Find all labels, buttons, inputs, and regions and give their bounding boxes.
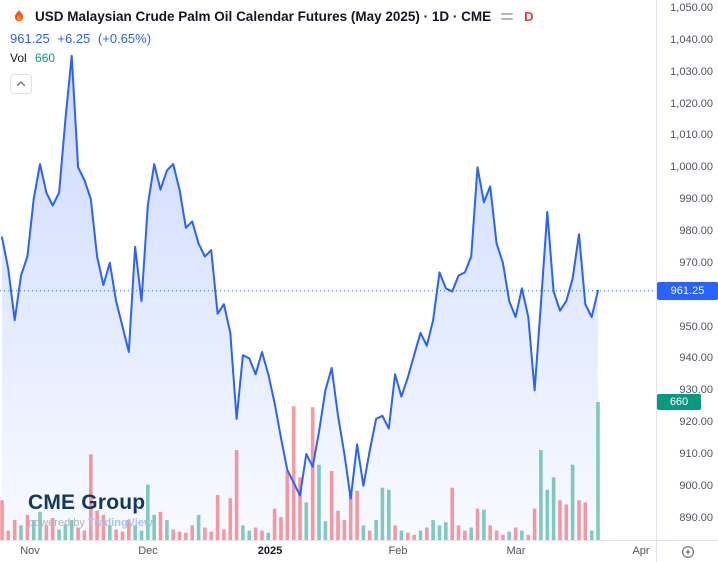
chevron-up-icon [16,81,26,87]
last-price-badge: 961.25 [657,281,718,300]
volume-indicator-value: 660 [35,51,56,65]
price-axis-label: 910.00 [679,447,713,460]
time-axis-label: Feb [388,545,408,557]
price-axis-label: 930.00 [679,384,713,397]
legend: USD Malaysian Crude Palm Oil Calendar Fu… [10,7,534,94]
price-axis-label: 1,050.00 [670,1,713,14]
price-axis-label: 1,000.00 [670,161,713,174]
time-axis-label: Nov [20,545,40,557]
price-axis-label: 900.00 [679,479,713,492]
price-line [1,54,599,500]
symbol-title[interactable]: USD Malaysian Crude Palm Oil Calendar Fu… [35,8,492,24]
watermark: CME Group powered by TradingView [28,491,153,529]
area-fill [2,55,598,540]
price-change-row: 961.25 +6.25 (+0.65%) [10,31,534,46]
volume-bars [0,402,600,540]
price-axis-label: 970.00 [679,256,713,269]
time-axis-label: Apr [632,545,650,557]
price-axis-label: 1,020.00 [670,97,713,110]
price-axis-label: 990.00 [679,193,713,206]
price-axis[interactable]: 1,050.00 1,040.00 1,030.00 1,020.00 1,010.00… [656,0,718,540]
price-axis-label: 1,040.00 [670,33,713,46]
price-axis-label: 1,030.00 [670,65,713,78]
cme-group-logo: CME Group [28,491,146,514]
last-volume-badge: 660 [657,394,701,410]
price-axis-label: 920.00 [679,416,713,429]
attribution: powered by TradingView [28,517,153,529]
price-axis-label: 950.00 [679,320,713,333]
price-change-percent: (+0.65%) [97,31,152,46]
axis-corner [656,540,718,562]
tradingview-brand[interactable]: TradingView [87,517,153,530]
volume-indicator-label[interactable]: Vol [10,51,27,65]
powered-by-text: powered by [28,517,88,530]
price-change-value: +6.25 [57,31,91,46]
time-axis-label: Dec [138,545,158,557]
price-axis-label: 940.00 [679,352,713,365]
menu-icon[interactable] [501,12,514,20]
collapse-legend-button[interactable] [10,74,32,94]
price-axis-label: 890.00 [679,511,713,524]
interval-label: D [524,8,534,24]
flame-icon [10,7,28,25]
eye-icon[interactable] [680,544,696,560]
price-axis-label: 1,010.00 [670,129,713,142]
last-price-value: 961.25 [10,31,50,46]
time-axis[interactable]: Nov Dec 2025 Feb Mar Apr [0,540,656,562]
time-axis-label: Mar [506,545,526,557]
legend-title-row: USD Malaysian Crude Palm Oil Calendar Fu… [10,7,534,25]
volume-indicator-row: Vol 660 [10,51,534,65]
price-chart-canvas[interactable] [0,0,656,540]
price-axis-label: 980.00 [679,224,713,237]
time-axis-label: 2025 [257,545,283,557]
